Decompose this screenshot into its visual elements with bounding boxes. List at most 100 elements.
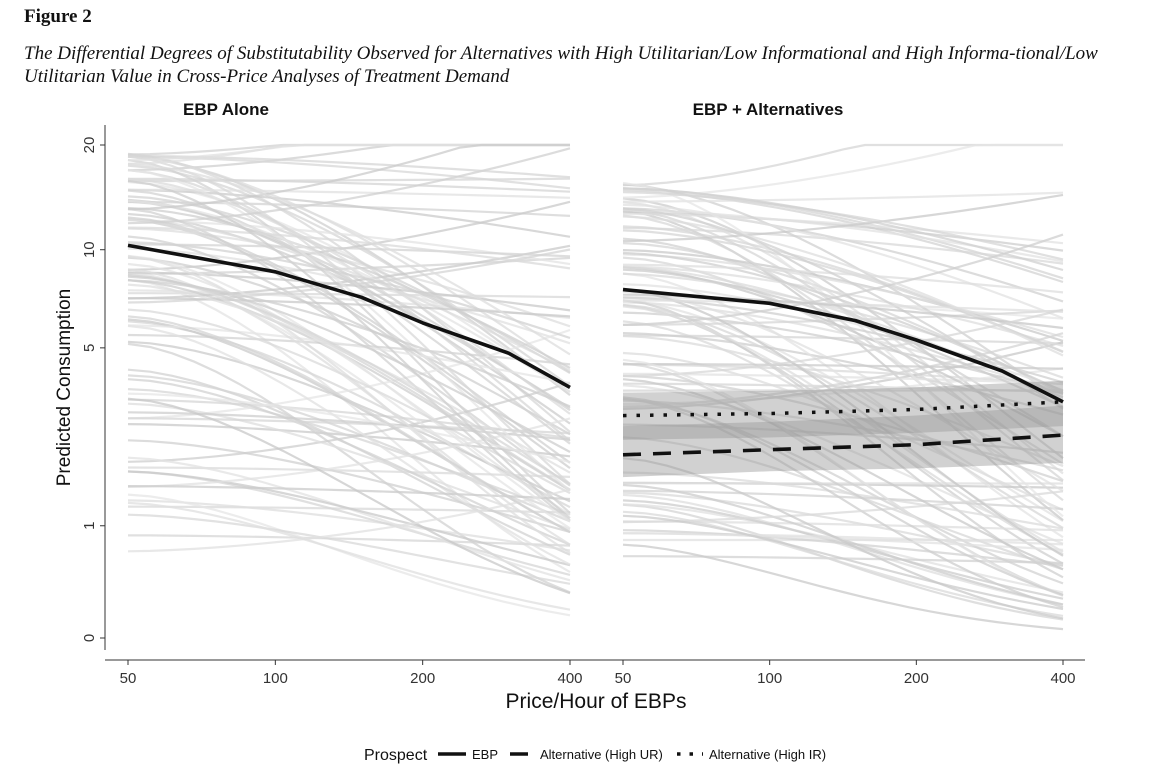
y-tick-label-20: 20 [81, 137, 98, 154]
individual-curve-p2-12 [622, 210, 1064, 521]
individual-curve-p1-34 [127, 381, 571, 463]
panel-title-1: EBP Alone [183, 100, 269, 119]
x-tick-label-p2-400: 400 [1050, 670, 1075, 687]
individual-curve-p2-60 [622, 529, 1064, 567]
individual-curve-p2-21 [622, 491, 1064, 567]
individual-curve-p1-40 [127, 155, 571, 374]
individual-curve-p2-26 [622, 212, 1064, 245]
individual-curve-p1-57 [127, 206, 571, 369]
individual-curve-p1-72 [127, 254, 571, 523]
individual-curve-p2-43 [622, 183, 1064, 403]
legend-label-2: Alternative (High UR) [540, 747, 663, 762]
legend-label-1: EBP [472, 747, 498, 762]
individual-curve-p2-7 [622, 436, 1064, 571]
individual-curve-p1-58 [127, 177, 571, 193]
individual-curve-p2-86 [622, 514, 1064, 611]
ci-band-alternative-high-ur- [623, 405, 1063, 478]
individual-curve-p1-64 [127, 485, 571, 501]
x-tick-label-p2-50: 50 [615, 670, 632, 687]
individual-curve-p1-55 [127, 470, 571, 567]
individual-curve-p2-90 [622, 215, 1064, 357]
individual-curve-p1-82 [127, 397, 571, 595]
individual-curve-p1-78 [127, 168, 571, 492]
individual-curve-p2-94 [622, 423, 1064, 454]
y-tick-label-10: 10 [81, 241, 98, 258]
individual-curve-p2-51 [622, 253, 1064, 339]
individual-curve-p1-67 [127, 493, 571, 617]
individual-curve-p2-95 [623, 299, 1064, 313]
individual-curve-p2-36 [622, 299, 1064, 579]
individual-curve-p2-89 [622, 233, 1064, 326]
x-tick-label-p1-50: 50 [120, 670, 137, 687]
individual-curve-p2-64 [622, 543, 1064, 631]
x-tick-label-p1-200: 200 [410, 670, 435, 687]
individual-curve-p1-74 [127, 417, 571, 435]
y-axis-label: Predicted Consumption [54, 289, 75, 487]
individual-curve-p2-67 [622, 532, 1064, 551]
individual-curve-p2-63 [622, 397, 1064, 609]
individual-curve-p1-62 [127, 199, 571, 393]
individual-curve-p1-7 [127, 278, 571, 574]
individual-curve-p1-39 [127, 402, 571, 531]
y-tick-label-5: 5 [81, 344, 98, 352]
individual-curve-p1-88 [127, 155, 571, 486]
individual-curve-p2-22 [622, 493, 1064, 606]
individual-curve-p1-68 [127, 177, 571, 415]
individual-curve-p1-59 [127, 324, 571, 566]
individual-curve-p2-100 [622, 396, 1064, 597]
individual-curve-p2-82 [622, 187, 1064, 272]
individual-curve-p2-13 [623, 334, 1064, 345]
individual-curve-p1-65 [127, 218, 571, 372]
individual-curve-p2-92 [622, 207, 1064, 410]
individual-curve-p1-79 [127, 513, 571, 585]
individual-curve-p1-15 [127, 256, 571, 436]
individual-curve-p2-91 [622, 378, 1064, 571]
series-line-alternative-high-ir--panel-2 [622, 400, 1064, 418]
figure-caption: The Differential Degrees of Substitutabi… [24, 43, 1098, 87]
individual-curve-p1-80 [127, 297, 571, 318]
series-line-alternative-high-ur--panel-2 [622, 433, 1064, 457]
individual-curve-p1-76 [127, 308, 571, 495]
x-tick-label-p2-200: 200 [904, 670, 929, 687]
x-tick-label-p1-100: 100 [263, 670, 288, 687]
y-tick-label-0: 0 [81, 634, 98, 642]
series-line-ebp-panel-2 [622, 287, 1064, 404]
individual-curve-p1-13 [128, 534, 571, 547]
individual-curve-p1-96 [127, 143, 570, 211]
individual-curve-p2-54 [622, 372, 1064, 385]
individual-curve-p2-70 [622, 490, 1064, 524]
individual-curve-p1-22 [127, 180, 571, 394]
individual-curve-p1-73 [127, 324, 571, 385]
individual-curve-p1-91 [127, 392, 571, 464]
legend-label-3: Alternative (High IR) [709, 747, 826, 762]
individual-curve-p1-81 [127, 226, 571, 270]
individual-curve-p1-63 [127, 262, 571, 516]
individual-curve-p2-75 [622, 251, 1064, 393]
individual-curve-p1-56 [127, 417, 571, 488]
individual-curve-p2-68 [623, 191, 1064, 203]
individual-curve-p2-78 [622, 332, 1064, 408]
individual-curve-p2-83 [622, 208, 1064, 482]
individual-curve-p1-70 [127, 378, 571, 546]
individual-curve-p1-99 [127, 501, 571, 611]
panel-title-2: EBP + Alternatives [693, 100, 844, 119]
y-tick-label-1: 1 [81, 522, 98, 530]
individual-curve-p2-32 [622, 143, 1063, 199]
individual-curve-p1-90 [127, 143, 570, 165]
individual-curve-p1-97 [127, 162, 571, 356]
figure-label: Figure 2 [24, 6, 92, 27]
x-axis-label: Price/Hour of EBPs [506, 690, 687, 713]
individual-curve-p1-54 [127, 143, 570, 156]
individual-curve-p1-69 [127, 216, 571, 464]
individual-curve-p2-98 [622, 358, 1064, 598]
x-tick-label-p2-100: 100 [757, 670, 782, 687]
individual-curve-p1-41 [127, 499, 571, 552]
individual-curve-p1-45 [127, 271, 571, 530]
ci-band-alternative-high-ir- [623, 380, 1063, 440]
individual-curve-p1-61 [127, 189, 571, 445]
individual-curve-p2-50 [622, 489, 1064, 511]
individual-curve-p2-28 [622, 332, 1064, 416]
individual-curve-p2-62 [622, 399, 1064, 472]
individual-curve-p2-87 [622, 374, 1064, 483]
individual-curve-p1-60 [127, 243, 571, 258]
